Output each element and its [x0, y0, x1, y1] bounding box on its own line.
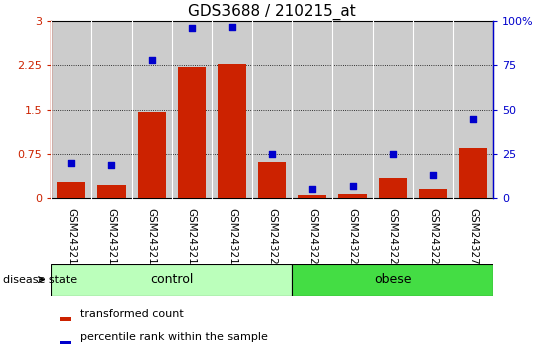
Text: GSM243215: GSM243215 [66, 208, 77, 272]
Point [348, 183, 357, 189]
Point [268, 151, 277, 157]
Point [469, 116, 478, 121]
Point [188, 25, 196, 31]
Text: GSM243275: GSM243275 [468, 208, 478, 272]
Bar [137, 112, 165, 198]
Bar [419, 189, 447, 198]
Bar [292, 264, 493, 296]
Text: control: control [150, 273, 194, 286]
Point [308, 187, 317, 192]
Bar [98, 185, 126, 198]
Bar [57, 182, 85, 198]
Text: GSM243228: GSM243228 [428, 208, 438, 272]
Text: transformed count: transformed count [80, 308, 184, 319]
Point [147, 57, 156, 63]
Point [429, 172, 437, 178]
Text: GSM243226: GSM243226 [348, 208, 357, 272]
Text: GSM243216: GSM243216 [107, 208, 116, 272]
Bar [51, 264, 292, 296]
Bar [218, 64, 246, 198]
Bar [60, 341, 71, 344]
Point [227, 24, 236, 29]
Point [107, 162, 116, 167]
Text: percentile rank within the sample: percentile rank within the sample [80, 332, 268, 342]
Text: GSM243219: GSM243219 [227, 208, 237, 272]
Bar [298, 195, 327, 198]
Text: GSM243217: GSM243217 [147, 208, 157, 272]
Text: GSM243227: GSM243227 [388, 208, 398, 272]
Text: GSM243225: GSM243225 [307, 208, 317, 272]
Bar [338, 194, 367, 198]
Bar [178, 67, 206, 198]
Point [389, 151, 397, 157]
Text: GSM243220: GSM243220 [267, 208, 277, 271]
Bar [258, 162, 286, 198]
Bar [379, 178, 407, 198]
Text: GSM243218: GSM243218 [187, 208, 197, 272]
Bar [459, 148, 487, 198]
Text: obese: obese [374, 273, 411, 286]
Point [67, 160, 75, 166]
Title: GDS3688 / 210215_at: GDS3688 / 210215_at [188, 4, 356, 20]
Bar [60, 317, 71, 321]
Text: disease state: disease state [3, 275, 77, 285]
